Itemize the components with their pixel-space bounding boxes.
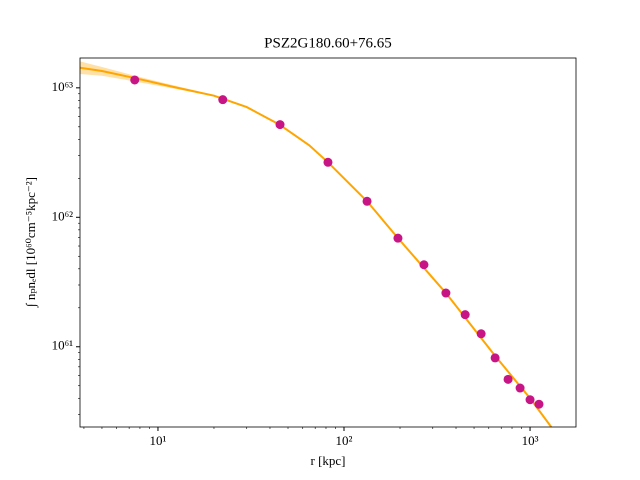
x-tick-label: 10³ [522, 433, 539, 448]
fit-line [80, 66, 553, 427]
data-point [476, 329, 486, 339]
y-axis-label: ∫ nₚnₑdl [10⁶⁰cm⁻⁵kpc⁻²] [23, 177, 39, 308]
data-point [490, 353, 500, 363]
data-point [362, 196, 372, 206]
data-point [393, 233, 403, 243]
data-point [419, 260, 429, 270]
x-axis-label: r [kpc] [310, 453, 345, 468]
data-point [275, 120, 285, 130]
data-point [323, 157, 333, 167]
y-tick-label: 10⁶² [52, 208, 74, 223]
data-point [218, 95, 228, 105]
data-point [441, 288, 451, 298]
data-point [503, 374, 513, 384]
x-tick-label: 10² [336, 433, 353, 448]
data-point [515, 383, 525, 393]
data-point [534, 399, 544, 409]
y-tick-label: 10⁶³ [52, 79, 74, 94]
data-point [460, 310, 470, 320]
y-tick-label: 10⁶¹ [52, 338, 74, 353]
data-point [130, 75, 140, 85]
chart-title: PSZ2G180.60+76.65 [264, 35, 392, 51]
data-point [525, 395, 535, 405]
plot-area [80, 61, 553, 427]
x-tick-label: 10¹ [150, 433, 167, 448]
axes-frame [79, 57, 577, 428]
